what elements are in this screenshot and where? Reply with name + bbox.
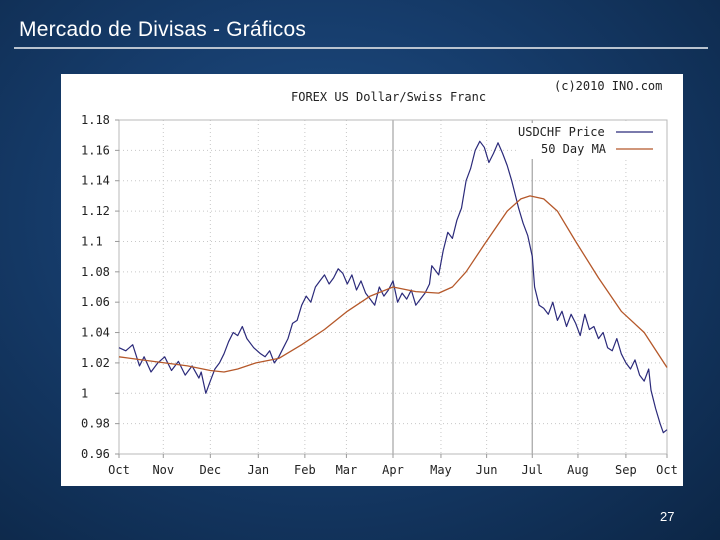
x-axis-ticks: Oct Nov Dec Jan Feb Mar Apr May Jun Jul Aug Sep Oct (108, 454, 678, 477)
y-tick-label: 1.1 (81, 234, 103, 248)
y-tick-label: 1.12 (81, 204, 110, 218)
x-tick-label: Nov (152, 463, 174, 477)
x-tick-label: Mar (336, 463, 358, 477)
x-tick-label: Jun (476, 463, 498, 477)
x-tick-label: Sep (615, 463, 637, 477)
x-tick-label: Oct (108, 463, 130, 477)
x-tick-label: Jul (521, 463, 543, 477)
x-tick-label: May (430, 463, 452, 477)
chart-title: FOREX US Dollar/Swiss Franc (291, 90, 486, 104)
y-tick-label: 0.96 (81, 447, 110, 461)
y-tick-label: 1.16 (81, 143, 110, 157)
x-tick-label: Feb (294, 463, 316, 477)
legend-background (516, 123, 666, 159)
y-tick-label: 1.02 (81, 356, 110, 370)
y-axis-ticks: 1.18 1.16 1.14 1.12 1.1 1.08 1.06 1.04 1.02 1 0.98… (81, 113, 119, 461)
chart-panel: 1.18 1.16 1.14 1.12 1.1 1.08 1.06 1.04 1.02 1 0.98… (61, 74, 683, 486)
slide-title: Mercado de Divisas - Gráficos (19, 18, 307, 41)
page-number: 27 (660, 509, 675, 524)
y-tick-label: 1 (81, 386, 88, 400)
x-tick-label: Aug (567, 463, 589, 477)
y-tick-label: 0.98 (81, 417, 110, 431)
legend: USDCHF Price 50 Day MA (516, 123, 666, 159)
x-tick-label: Oct (656, 463, 678, 477)
y-tick-label: 1.08 (81, 265, 110, 279)
x-tick-label: Jan (247, 463, 269, 477)
forex-chart: 1.18 1.16 1.14 1.12 1.1 1.08 1.06 1.04 1.02 1 0.98… (81, 79, 678, 477)
y-tick-label: 1.04 (81, 326, 110, 340)
title-divider (14, 47, 708, 49)
legend-label-ma: 50 Day MA (541, 142, 607, 156)
series-lines (118, 140, 668, 434)
legend-label-price: USDCHF Price (518, 125, 605, 139)
y-tick-label: 1.14 (81, 174, 110, 188)
x-tick-label: Dec (199, 463, 221, 477)
chart-credit: (c)2010 INO.com (554, 79, 662, 93)
y-tick-label: 1.18 (81, 113, 110, 127)
y-tick-label: 1.06 (81, 295, 110, 309)
series-line-usdchf-price (118, 140, 668, 434)
series-line-50-day-ma (118, 195, 668, 373)
x-tick-label: Apr (382, 463, 404, 477)
